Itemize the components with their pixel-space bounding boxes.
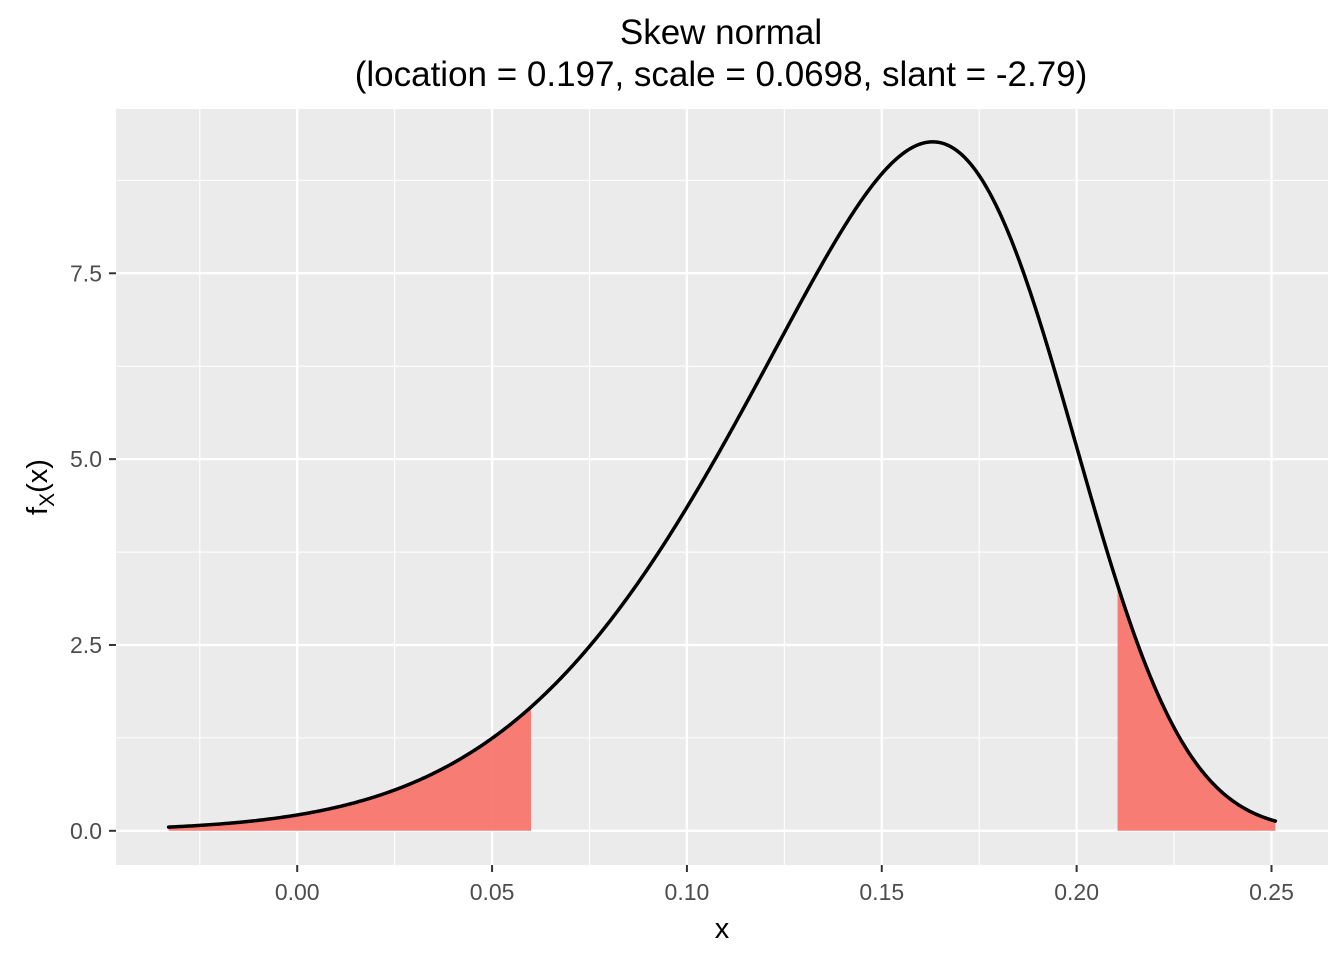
chart-title: Skew normal: [620, 13, 822, 52]
x-axis-title: x: [715, 913, 730, 945]
grid-major: [116, 109, 1328, 865]
y-tick-label: 7.5: [70, 260, 102, 286]
y-tick-label: 5.0: [70, 446, 102, 472]
x-axis-ticks: 0.00 0.05 0.10 0.15 0.20 0.25: [275, 865, 1294, 905]
chart-subtitle: (location = 0.197, scale = 0.0698, slant…: [355, 55, 1088, 94]
x-tick-label: 0.05: [470, 879, 515, 905]
y-axis-ticks: 0.0 2.5 5.0 7.5: [70, 260, 116, 844]
right-tail-shade: [1117, 585, 1276, 831]
y-axis-title-subscript: X: [36, 493, 59, 507]
y-axis-title: fX(x): [22, 459, 59, 515]
y-tick-label: 0.0: [70, 818, 102, 844]
y-tick-label: 2.5: [70, 632, 102, 658]
x-tick-label: 0.25: [1249, 879, 1294, 905]
x-tick-label: 0.00: [275, 879, 320, 905]
x-tick-label: 0.15: [859, 879, 904, 905]
shaded-regions: [168, 585, 1276, 831]
x-tick-label: 0.10: [665, 879, 710, 905]
y-axis-title-main: f: [22, 506, 54, 515]
density-curve: [166, 140, 1278, 829]
x-tick-label: 0.20: [1054, 879, 1099, 905]
y-axis-title-tail: (x): [22, 459, 54, 493]
left-tail-shade: [168, 707, 532, 831]
